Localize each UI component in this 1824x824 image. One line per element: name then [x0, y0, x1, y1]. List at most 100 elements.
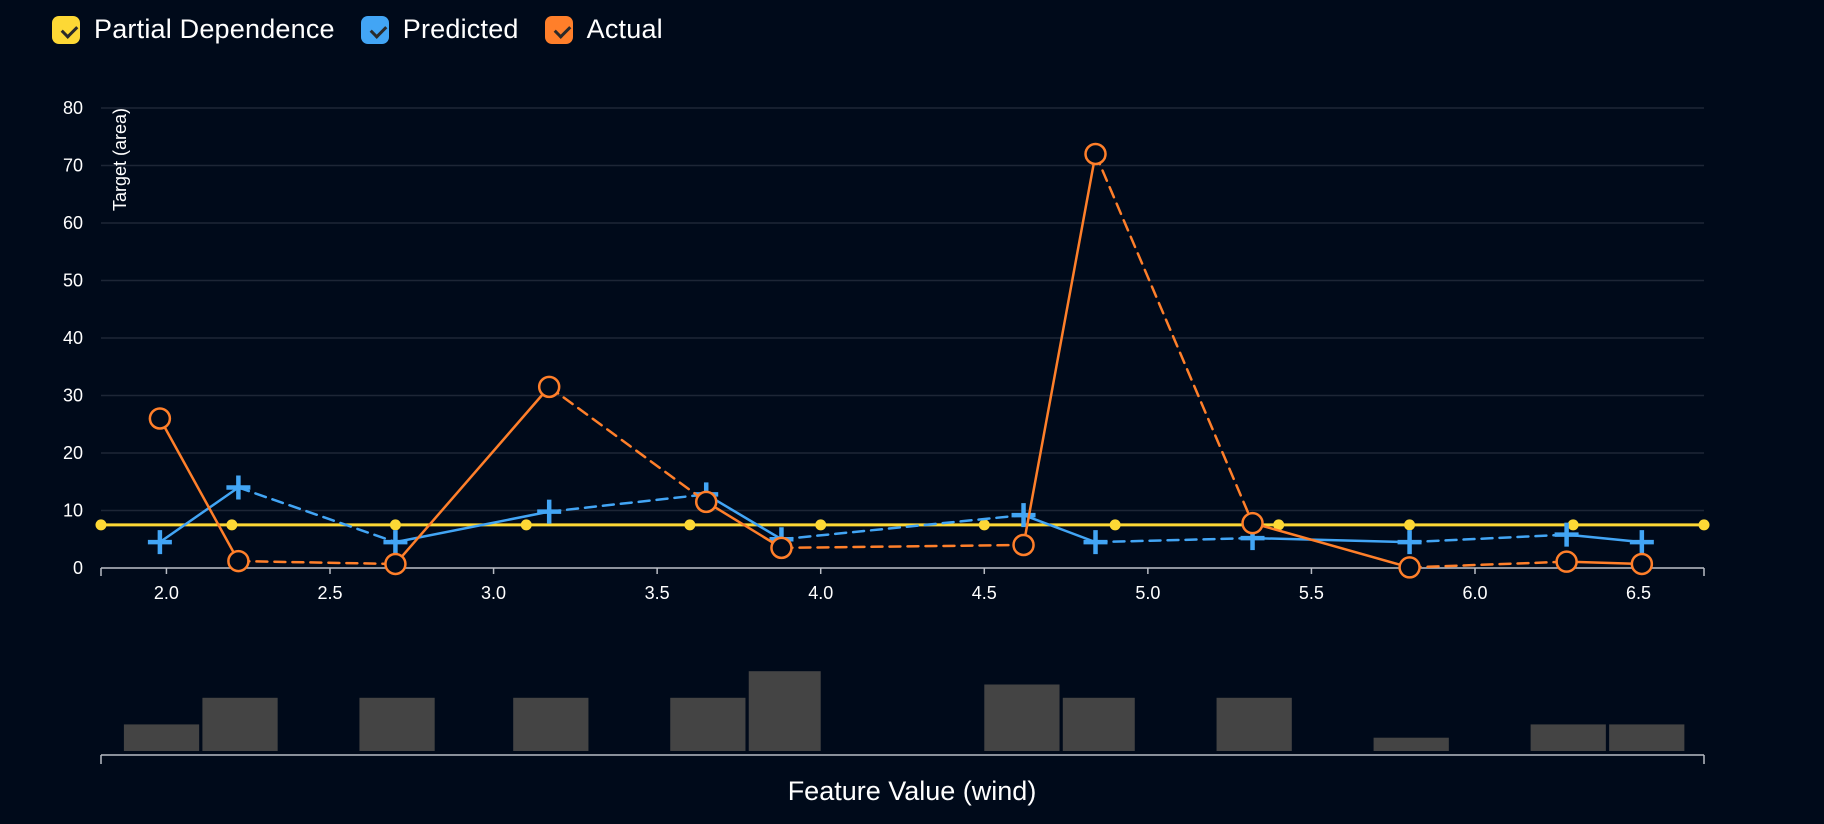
- series-segment: [1408, 533, 1568, 544]
- checkbox-icon[interactable]: [360, 15, 389, 44]
- data-point: [1698, 519, 1710, 531]
- legend-label-partial-dependence: Partial Dependence: [94, 14, 335, 44]
- y-axis-title: Target (area): [110, 108, 130, 211]
- y-tick-label: 60: [63, 213, 83, 233]
- series-segment: [1251, 536, 1411, 544]
- series-segment: [1565, 560, 1644, 566]
- data-point: [1554, 522, 1579, 547]
- histogram: [100, 671, 1705, 764]
- legend-label-actual: Actual: [586, 14, 663, 44]
- y-tick-label: 30: [63, 386, 83, 406]
- histogram-bar: [513, 697, 589, 751]
- series-segment: [1022, 152, 1097, 547]
- data-point: [383, 530, 408, 555]
- checkbox-icon[interactable]: [544, 15, 573, 44]
- x-tick-label: 4.5: [972, 583, 997, 603]
- series-segment: [704, 493, 783, 541]
- data-point: [520, 519, 532, 531]
- series-segment: [704, 500, 783, 550]
- data-point: [1084, 142, 1107, 166]
- legend-item-actual[interactable]: Actual: [544, 14, 663, 45]
- x-tick-label: 6.5: [1626, 583, 1651, 603]
- data-point: [1555, 550, 1578, 573]
- data-point: [147, 530, 172, 555]
- series-segment: [1408, 560, 1568, 569]
- data-point: [1398, 556, 1421, 579]
- y-tick-label: 70: [63, 156, 83, 176]
- data-point: [95, 519, 107, 531]
- data-point: [684, 519, 696, 531]
- x-tick-label: 3.0: [481, 583, 506, 603]
- histogram-bar: [1216, 697, 1292, 751]
- data-point: [148, 407, 172, 430]
- data-point: [1567, 519, 1579, 531]
- legend-label-predicted: Predicted: [402, 14, 519, 44]
- histogram-bar: [984, 684, 1060, 751]
- series-actual: [148, 142, 1654, 579]
- x-tick-label: 2.5: [317, 583, 342, 603]
- x-tick-label: 3.5: [645, 583, 670, 603]
- series-segment: [1565, 533, 1644, 544]
- data-point: [1630, 552, 1654, 576]
- data-point: [815, 519, 827, 531]
- data-point: [1397, 530, 1422, 555]
- series-segment: [237, 559, 397, 566]
- series-segment: [394, 510, 551, 544]
- series-segment: [394, 385, 551, 566]
- legend-item-predicted[interactable]: Predicted: [360, 14, 519, 45]
- series-segment: [1094, 536, 1254, 544]
- x-axis-title: Feature Value (wind): [788, 776, 1037, 806]
- series-segment: [547, 493, 708, 513]
- histogram-bar: [123, 724, 200, 751]
- data-point: [226, 475, 251, 500]
- y-tick-label: 50: [63, 271, 83, 291]
- data-point: [1012, 533, 1035, 557]
- data-point: [1404, 519, 1416, 531]
- series-segment: [1022, 513, 1097, 544]
- series-segment: [547, 385, 708, 504]
- histogram-bar: [359, 697, 435, 751]
- x-tick-label: 2.0: [154, 583, 179, 603]
- y-tick-label: 80: [63, 98, 83, 118]
- x-tick-label: 6.0: [1462, 583, 1487, 603]
- series-segment: [780, 543, 1025, 550]
- histogram-bar: [1373, 737, 1449, 751]
- y-tick-label: 0: [73, 558, 83, 578]
- series-segment: [1251, 521, 1411, 569]
- histogram-bar: [1062, 697, 1135, 751]
- legend-item-partial-dependence[interactable]: Partial Dependence: [52, 14, 335, 45]
- series-layer: [95, 142, 1710, 579]
- legend: Partial Dependence Predicted Actual: [52, 14, 663, 45]
- series-segment: [237, 486, 397, 544]
- x-tick-label: 5.0: [1135, 583, 1160, 603]
- checkbox-icon[interactable]: [52, 15, 80, 44]
- data-point: [226, 519, 238, 531]
- series-segment: [158, 417, 240, 563]
- data-point: [770, 536, 793, 560]
- data-point: [1629, 530, 1654, 555]
- histogram-bar: [1609, 724, 1685, 751]
- histogram-bar: [202, 697, 278, 751]
- data-point: [227, 549, 250, 573]
- data-point: [1241, 511, 1264, 535]
- data-point: [537, 499, 562, 524]
- data-point: [1109, 519, 1121, 531]
- series-segment: [780, 513, 1025, 541]
- data-point: [384, 552, 407, 576]
- data-point: [537, 375, 561, 399]
- data-point: [389, 519, 401, 531]
- axes: 0 10 20 30 40 50 60 70 80 2.0 2.5 3.0 3.5 4.0 4.5 5.0 5.…: [63, 98, 1705, 603]
- data-point: [1083, 530, 1108, 555]
- x-tick-label: 5.5: [1299, 583, 1324, 603]
- data-point: [1273, 519, 1285, 531]
- gridlines: [101, 107, 1704, 569]
- data-point: [1011, 503, 1036, 528]
- x-tick-label: 4.0: [808, 583, 833, 603]
- histogram-bar: [1530, 724, 1606, 751]
- y-tick-label: 10: [63, 501, 83, 521]
- series-segment: [158, 486, 240, 544]
- data-point: [694, 490, 718, 514]
- y-tick-label: 40: [63, 328, 83, 348]
